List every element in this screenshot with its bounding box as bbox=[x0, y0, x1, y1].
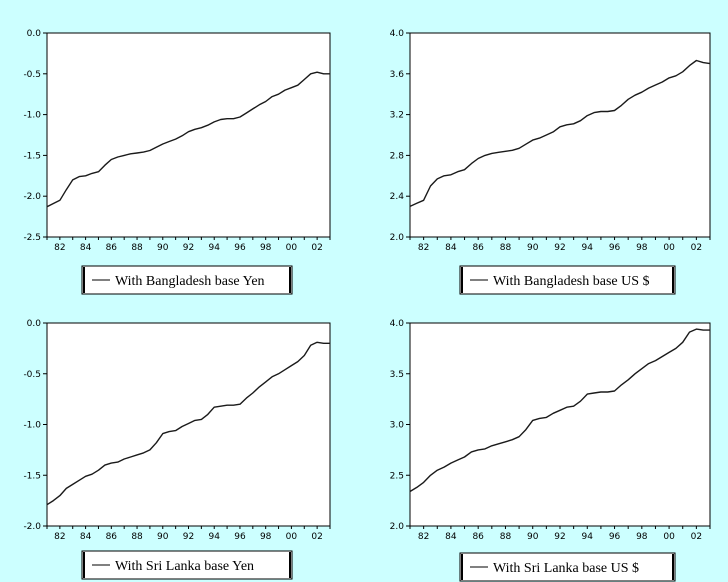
legend-box bbox=[459, 552, 676, 582]
x-tick-label: 94 bbox=[582, 532, 594, 542]
x-tick-label: 92 bbox=[183, 243, 194, 253]
x-tick-label: 86 bbox=[106, 243, 118, 253]
y-tick-label: 0.0 bbox=[27, 29, 42, 39]
x-tick-label: 86 bbox=[106, 532, 118, 542]
series-line bbox=[46, 71, 330, 208]
x-tick-label: 00 bbox=[663, 243, 675, 253]
x-tick-label: 92 bbox=[554, 243, 565, 253]
series-line bbox=[46, 341, 330, 506]
x-tick-label: 90 bbox=[527, 243, 539, 253]
y-tick-label: -2.0 bbox=[23, 192, 41, 202]
x-tick-label: 98 bbox=[260, 532, 272, 542]
x-tick-label: 02 bbox=[311, 243, 322, 253]
x-tick-label: 84 bbox=[445, 532, 457, 542]
y-tick-label: 3.0 bbox=[390, 421, 405, 431]
y-tick-label: 4.0 bbox=[390, 319, 405, 329]
y-tick-label: 3.2 bbox=[390, 111, 404, 121]
x-tick-label: 86 bbox=[472, 243, 484, 253]
y-tick-label: 2.0 bbox=[390, 522, 405, 532]
legend-label: With Bangladesh base US $ bbox=[493, 274, 650, 289]
y-tick-label: 3.6 bbox=[390, 70, 405, 80]
y-tick-label: 4.0 bbox=[390, 29, 405, 39]
x-tick-label: 96 bbox=[609, 243, 621, 253]
legend-label: With Sri Lanka base US $ bbox=[493, 561, 639, 576]
y-tick-label: -1.5 bbox=[23, 471, 41, 481]
plot-area bbox=[409, 32, 711, 238]
x-tick-label: 88 bbox=[131, 532, 143, 542]
x-tick-label: 00 bbox=[286, 532, 298, 542]
legend-box bbox=[81, 550, 293, 580]
x-tick-label: 82 bbox=[418, 532, 429, 542]
y-tick-label: -1.0 bbox=[23, 111, 41, 121]
y-tick-label: -1.5 bbox=[23, 151, 41, 161]
panel-bangladesh-usd: 4.0 3.6 3.2 2.8 2.4 2.0 82 84 86 88 90 92 94 96 98 00 02… bbox=[390, 29, 711, 295]
legend-box bbox=[459, 265, 676, 295]
y-tick-label: -2.5 bbox=[23, 233, 41, 243]
x-tick-label: 00 bbox=[663, 532, 675, 542]
x-tick-label: 88 bbox=[500, 532, 512, 542]
x-tick-label: 84 bbox=[445, 243, 457, 253]
legend-label: With Bangladesh base Yen bbox=[115, 274, 265, 289]
legend-box bbox=[81, 265, 293, 295]
x-tick-label: 94 bbox=[209, 532, 221, 542]
x-tick-label: 82 bbox=[54, 532, 65, 542]
y-tick-label: -1.0 bbox=[23, 421, 41, 431]
x-tick-label: 02 bbox=[311, 532, 322, 542]
x-tick-label: 98 bbox=[260, 243, 272, 253]
x-tick-label: 96 bbox=[234, 532, 246, 542]
x-tick-label: 02 bbox=[691, 532, 702, 542]
series-line bbox=[409, 59, 711, 208]
legend-label: With Sri Lanka base Yen bbox=[115, 559, 254, 574]
y-tick-label: 2.8 bbox=[390, 151, 405, 161]
x-tick-label: 96 bbox=[234, 243, 246, 253]
x-tick-label: 94 bbox=[582, 243, 594, 253]
x-tick-label: 94 bbox=[209, 243, 221, 253]
x-tick-label: 92 bbox=[183, 532, 194, 542]
panel-bangladesh-yen: 0.0 -0.5 -1.0 -1.5 -2.0 -2.5 82 84 86 88 90 92 94 96 9… bbox=[23, 29, 331, 295]
x-tick-label: 82 bbox=[54, 243, 65, 253]
y-tick-label: -2.0 bbox=[23, 522, 41, 532]
x-tick-label: 00 bbox=[286, 243, 298, 253]
x-tick-label: 82 bbox=[418, 243, 429, 253]
x-tick-label: 98 bbox=[636, 532, 648, 542]
x-tick-label: 84 bbox=[80, 243, 92, 253]
plot-area bbox=[46, 32, 331, 238]
y-tick-label: 2.4 bbox=[390, 192, 405, 202]
x-tick-label: 84 bbox=[80, 532, 92, 542]
x-tick-label: 92 bbox=[554, 532, 565, 542]
y-tick-label: 3.5 bbox=[390, 370, 404, 380]
y-tick-label: 0.0 bbox=[27, 319, 42, 329]
x-tick-label: 90 bbox=[157, 243, 169, 253]
y-tick-label: -0.5 bbox=[23, 70, 41, 80]
x-tick-label: 90 bbox=[527, 532, 539, 542]
x-tick-label: 98 bbox=[636, 243, 648, 253]
x-tick-label: 02 bbox=[691, 243, 702, 253]
x-tick-label: 86 bbox=[472, 532, 484, 542]
y-tick-label: 2.0 bbox=[390, 233, 405, 243]
y-tick-label: -0.5 bbox=[23, 370, 41, 380]
panel-srilanka-usd: 4.0 3.5 3.0 2.5 2.0 82 84 86 88 90 92 94 96 98 00 02 Wit… bbox=[390, 319, 711, 582]
x-tick-label: 88 bbox=[500, 243, 512, 253]
plot-area bbox=[46, 322, 331, 527]
plot-area bbox=[409, 322, 711, 527]
panel-srilanka-yen: 0.0 -0.5 -1.0 -1.5 -2.0 82 84 86 88 90 92 94 96 98 00 0… bbox=[23, 319, 331, 580]
series-line bbox=[409, 328, 710, 493]
x-tick-label: 90 bbox=[157, 532, 169, 542]
y-tick-label: 2.5 bbox=[390, 471, 404, 481]
x-tick-label: 88 bbox=[131, 243, 143, 253]
x-tick-label: 96 bbox=[609, 532, 621, 542]
